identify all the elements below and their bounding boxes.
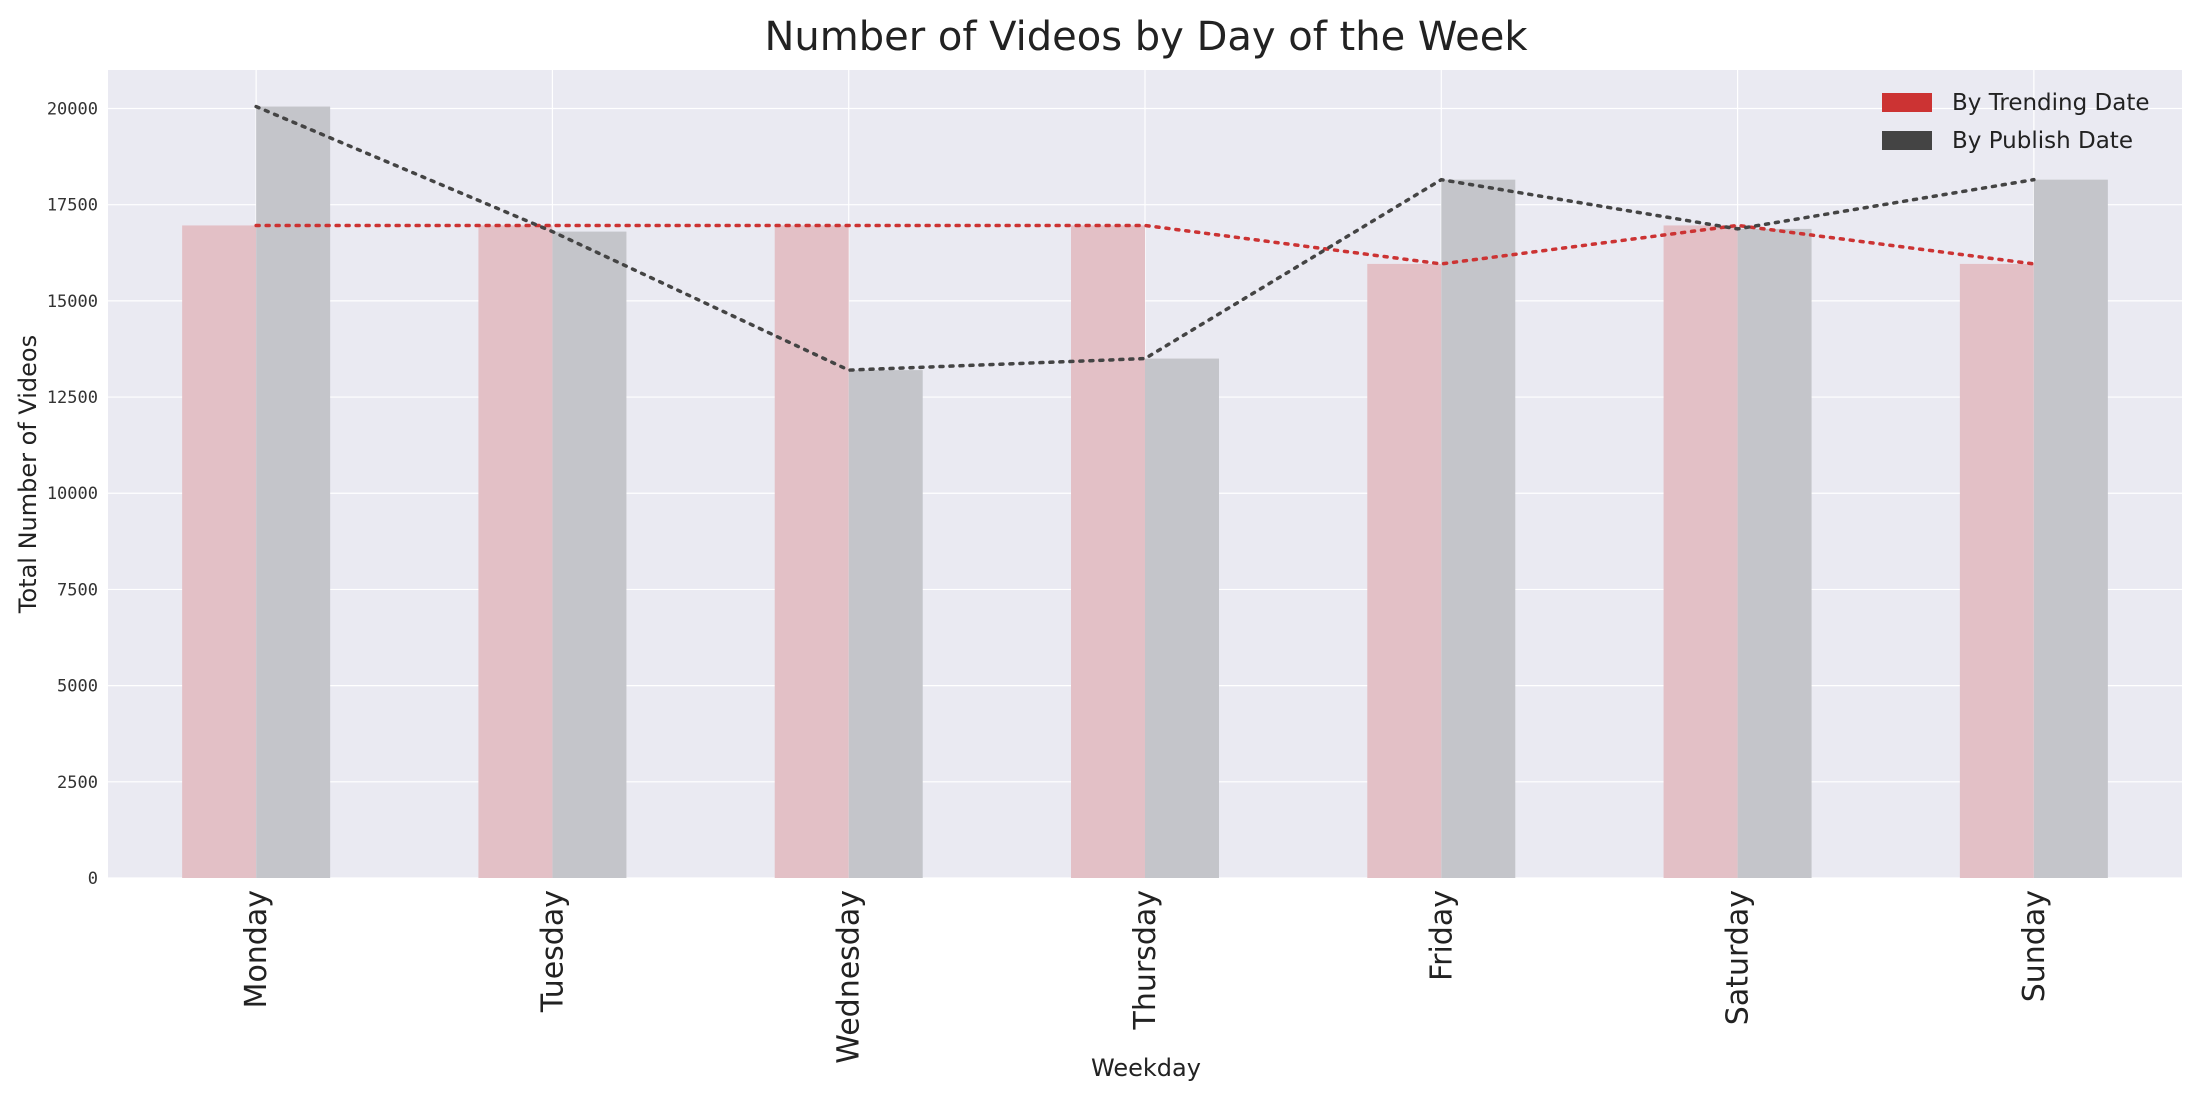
bar-trending [1959,263,2034,878]
series-line-trending [254,223,2036,266]
x-tick-label: Sunday [2017,890,2052,1002]
bar-trending [182,225,257,879]
y-tick-label: 20000 [47,99,98,119]
bar-trending [1663,225,1738,879]
bar-publish [1145,358,1219,879]
x-tick-label: Thursday [1128,890,1163,1031]
bar-trending [478,225,553,879]
y-axis-ticks: 0 2500 5000 7500 10000 12500 15000 17500 20000 [47,99,98,889]
legend-swatch-trending [1882,93,1932,112]
bar-trending [1071,225,1145,879]
series-line-publish [254,104,2036,372]
y-tick-label: 7500 [57,580,98,600]
x-tick-label: Tuesday [535,890,570,1013]
legend: By Trending Date By Publish Date [1882,90,2150,154]
legend-label-trending: By Trending Date [1952,90,2150,116]
y-axis-label: Total Number of Videos [14,335,42,614]
bar-publish [848,370,923,878]
y-tick-label: 0 [88,869,98,889]
x-tick-label: Saturday [1721,890,1756,1025]
x-axis-ticks: Monday Tuesday Wednesday Thursday Friday Satu… [239,890,2052,1064]
chart-title: Number of Videos by Day of the Week [765,14,1529,60]
bar-trending [774,225,849,879]
bar-publish [552,231,627,879]
x-tick-label: Wednesday [832,890,867,1064]
bar-trending [1367,263,1442,878]
y-tick-label: 5000 [57,677,98,697]
x-tick-label: Monday [239,890,274,1008]
legend-label-publish: By Publish Date [1952,128,2133,154]
y-tick-label: 12500 [47,388,98,408]
y-tick-label: 15000 [47,292,98,312]
bar-publish [2033,179,2108,878]
bar-publish [1441,179,1516,878]
bar-publish [256,106,331,879]
x-axis-label: Weekday [1091,1054,1201,1082]
y-tick-label: 10000 [47,484,98,504]
y-tick-label: 2500 [57,773,98,793]
trend-lines [254,104,2036,372]
bars [182,106,2108,879]
x-tick-label: Friday [1424,890,1459,981]
bar-publish [1737,228,1812,878]
legend-swatch-publish [1882,131,1932,150]
y-tick-label: 17500 [47,196,98,216]
